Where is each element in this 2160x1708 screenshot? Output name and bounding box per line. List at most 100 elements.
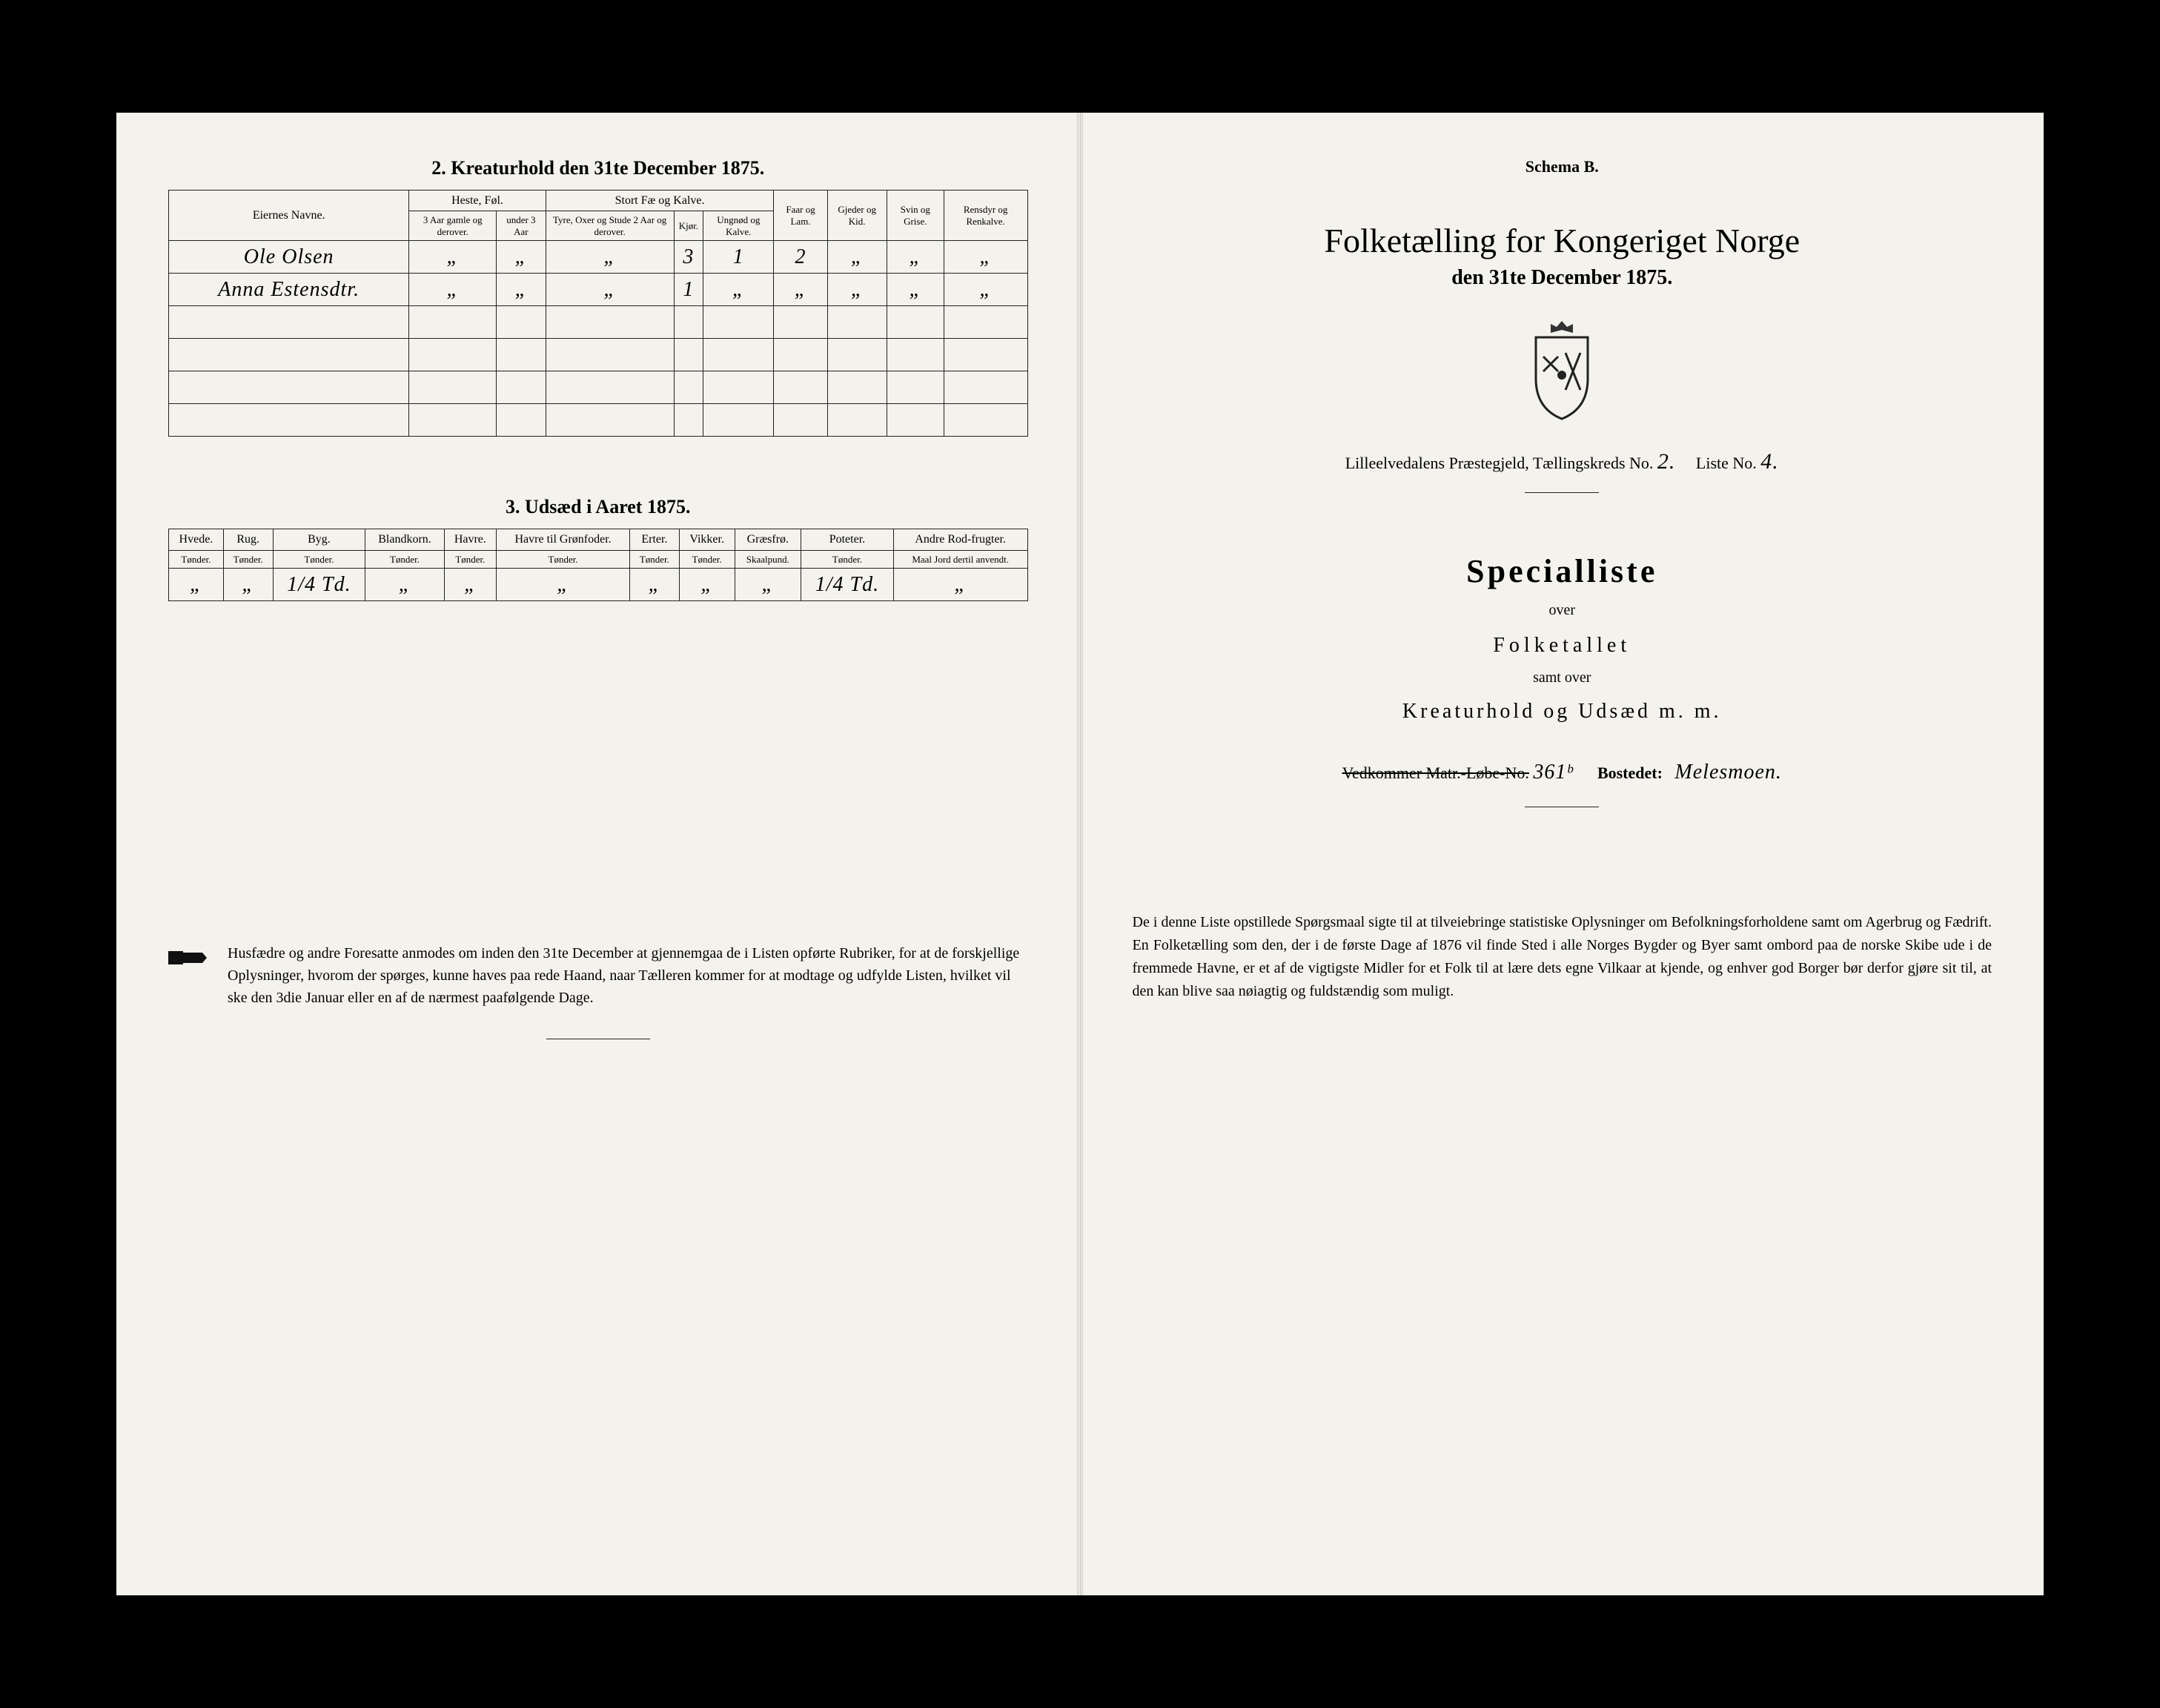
col-unit: Tønder. <box>801 550 894 569</box>
col-fe1: Tyre, Oxer og Stude 2 Aar og derover. <box>546 211 674 241</box>
liste-label: Liste No. <box>1696 454 1757 472</box>
value-cell: „ <box>546 274 674 306</box>
col-header: Græsfrø. <box>735 529 801 550</box>
section2-title: 2. Kreaturhold den 31te December 1875. <box>168 157 1028 179</box>
col-stortfe: Stort Fæ og Kalve. <box>546 191 774 211</box>
empty-cell <box>944 306 1027 339</box>
coat-of-arms-icon <box>1133 320 1992 427</box>
parish-line: Lilleelvedalens Præstegjeld, Tællingskre… <box>1133 449 1992 474</box>
empty-cell <box>703 371 774 404</box>
divider-small <box>1525 492 1599 493</box>
empty-cell <box>497 306 546 339</box>
col-header: Blandkorn. <box>365 529 444 550</box>
col-unit: Tønder. <box>497 550 630 569</box>
col-unit: Tønder. <box>223 550 273 569</box>
empty-cell <box>674 339 703 371</box>
col-header: Erter. <box>630 529 680 550</box>
value-cell: 2 <box>774 241 827 274</box>
empty-cell <box>674 306 703 339</box>
value-cell: „ <box>735 569 801 601</box>
matr-label-strike: Vedkommer Matr.-Løbe-No. <box>1342 764 1529 782</box>
empty-cell <box>497 339 546 371</box>
col-heste: Heste, Føl. <box>409 191 546 211</box>
col-owners: Eiernes Navne. <box>169 191 409 241</box>
col-fe3: Ungnød og Kalve. <box>703 211 774 241</box>
empty-cell <box>944 339 1027 371</box>
matr-line: Vedkommer Matr.-Løbe-No. 361ᵇ Bostedet: … <box>1133 761 1992 784</box>
value-cell: „ <box>223 569 273 601</box>
empty-cell <box>546 339 674 371</box>
value-cell: 1/4 Td. <box>801 569 894 601</box>
col-unit: Tønder. <box>679 550 735 569</box>
right-page: Schema B. Folketælling for Kongeriget No… <box>1081 113 2044 1595</box>
value-cell: „ <box>703 274 774 306</box>
empty-cell <box>887 306 944 339</box>
col-rensdyr: Rensdyr og Renkalve. <box>944 191 1027 241</box>
matr-no: 361ᵇ <box>1533 761 1573 784</box>
col-faar: Faar og Lam. <box>774 191 827 241</box>
table-row: Ole Olsen„„„312„„„ <box>169 241 1028 274</box>
col-header: Vikker. <box>679 529 735 550</box>
empty-cell <box>409 339 497 371</box>
empty-cell <box>774 306 827 339</box>
empty-cell <box>409 404 497 437</box>
kreatur-label: Kreaturhold og Udsæd m. m. <box>1133 700 1992 724</box>
empty-cell <box>169 339 409 371</box>
empty-cell <box>546 306 674 339</box>
value-cell: „ <box>497 569 630 601</box>
right-footer-text: De i denne Liste opstillede Spørgsmaal s… <box>1133 911 1992 1003</box>
owner-cell: Anna Estensdtr. <box>169 274 409 306</box>
col-header: Havre til Grønfoder. <box>497 529 630 550</box>
empty-cell <box>497 404 546 437</box>
value-cell: „ <box>774 274 827 306</box>
empty-cell <box>827 371 887 404</box>
col-header: Rug. <box>223 529 273 550</box>
over-label: over <box>1133 602 1992 619</box>
empty-cell <box>887 339 944 371</box>
col-heste2: under 3 Aar <box>497 211 546 241</box>
value-cell: 1 <box>674 274 703 306</box>
empty-cell <box>169 404 409 437</box>
value-cell: „ <box>169 569 224 601</box>
value-cell: 1/4 Td. <box>273 569 365 601</box>
left-footer-text: Husfædre og andre Foresatte anmodes om i… <box>228 942 1028 1009</box>
empty-cell <box>546 404 674 437</box>
col-unit: Tønder. <box>365 550 444 569</box>
col-unit: Tønder. <box>630 550 680 569</box>
value-cell: „ <box>944 274 1027 306</box>
empty-cell <box>887 404 944 437</box>
col-unit: Maal Jord dertil anvendt. <box>893 550 1027 569</box>
value-cell: „ <box>409 241 497 274</box>
empty-cell <box>546 371 674 404</box>
value-cell: „ <box>887 274 944 306</box>
folketallet-label: Folketallet <box>1133 634 1992 658</box>
empty-cell <box>497 371 546 404</box>
table-row <box>169 404 1028 437</box>
value-cell: „ <box>497 274 546 306</box>
value-cell: „ <box>887 241 944 274</box>
value-cell: 1 <box>703 241 774 274</box>
value-cell: „ <box>827 241 887 274</box>
value-cell: „ <box>827 274 887 306</box>
empty-cell <box>827 404 887 437</box>
value-cell: „ <box>409 274 497 306</box>
table-row <box>169 371 1028 404</box>
value-cell: „ <box>546 241 674 274</box>
kreaturhold-table: Eiernes Navne. Heste, Føl. Stort Fæ og K… <box>168 190 1028 437</box>
bosted-value: Melesmoen. <box>1674 761 1782 784</box>
main-title: Folketælling for Kongeriget Norge <box>1133 221 1992 260</box>
value-cell: „ <box>893 569 1027 601</box>
liste-no: 4. <box>1760 449 1779 474</box>
empty-cell <box>169 371 409 404</box>
samt-label: samt over <box>1133 669 1992 686</box>
owner-cell: Ole Olsen <box>169 241 409 274</box>
document-spread: 2. Kreaturhold den 31te December 1875. E… <box>116 113 2044 1595</box>
value-cell: „ <box>444 569 496 601</box>
empty-cell <box>674 404 703 437</box>
empty-cell <box>827 339 887 371</box>
value-cell: „ <box>630 569 680 601</box>
col-heste1: 3 Aar gamle og derover. <box>409 211 497 241</box>
col-gjeder: Gjeder og Kid. <box>827 191 887 241</box>
empty-cell <box>409 306 497 339</box>
empty-cell <box>703 404 774 437</box>
